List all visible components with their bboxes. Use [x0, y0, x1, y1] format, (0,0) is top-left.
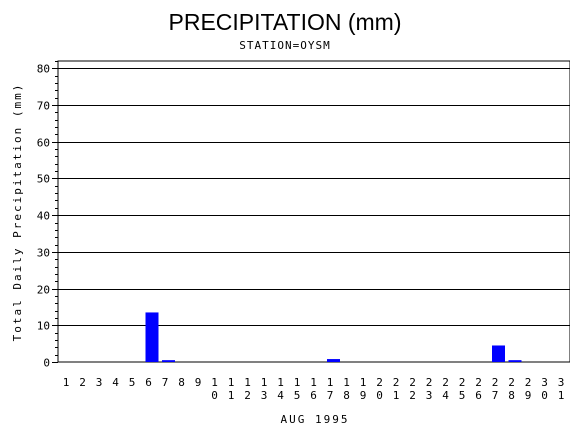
- y-tick-label: 70: [37, 100, 50, 113]
- y-tick-label: 80: [37, 63, 50, 76]
- bar-day-28: [508, 360, 522, 362]
- chart-title: PRECIPITATION (mm): [169, 9, 402, 35]
- y-tick-label: 60: [37, 137, 50, 150]
- y-tick-label: 30: [37, 247, 50, 260]
- y-axis: 0 10 20 30 40 50 60 70 80: [37, 61, 58, 370]
- x-axis-label: AUG 1995: [281, 413, 350, 426]
- x-axis: 1 2 3 4 5 6 7 8 9 1 01 11 21 31 41 51 61 71 81 92 02 12 22 32 42…: [63, 376, 565, 402]
- x-tick-label: 9: [195, 376, 202, 389]
- x-tick-label: 3: [96, 376, 103, 389]
- plot-area: [57, 60, 570, 363]
- bar-day-17: [327, 359, 340, 362]
- x-tick-label: 7: [162, 376, 169, 389]
- grid-lines: [58, 68, 570, 326]
- bar-day-7: [162, 360, 175, 362]
- y-tick-label: 50: [37, 173, 50, 186]
- x-tick-label: 4: [112, 376, 119, 389]
- y-tick-label: 10: [37, 320, 50, 333]
- x-tick-label: 2: [79, 376, 86, 389]
- chart-subtitle: STATION=OYSM: [239, 39, 330, 52]
- y-tick-label: 40: [37, 210, 50, 223]
- y-tick-label: 0: [43, 357, 50, 370]
- x-tick-label: 5: [129, 376, 136, 389]
- y-tick-label: 20: [37, 284, 50, 297]
- bar-day-6: [145, 312, 159, 362]
- x-tick-label: 6: [145, 376, 152, 389]
- bar-day-27: [492, 345, 505, 362]
- bars: [145, 312, 522, 362]
- y-axis-label: Total Daily Precipitation (mm): [11, 83, 24, 342]
- x-tick-label: 8: [178, 376, 185, 389]
- x-tick-label: 1: [63, 376, 70, 389]
